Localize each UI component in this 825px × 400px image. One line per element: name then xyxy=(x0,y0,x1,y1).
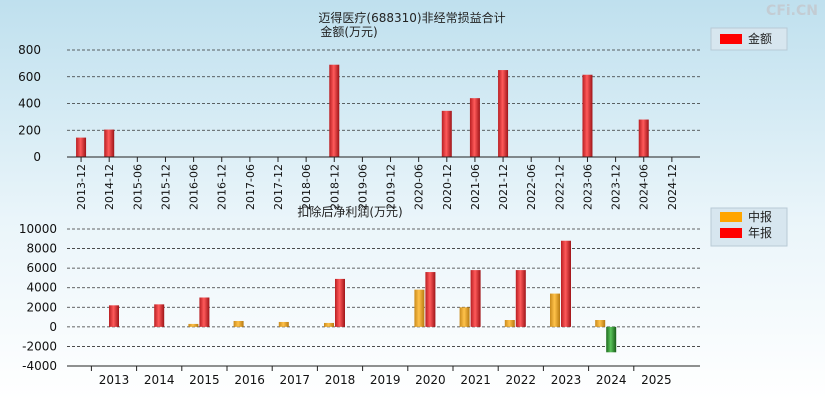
bar-amount xyxy=(76,137,87,157)
bar-amount xyxy=(638,119,649,157)
y-tick-label: 0 xyxy=(33,150,41,164)
y-tick-label: -2000 xyxy=(22,339,57,353)
x-tick-label: 2023 xyxy=(551,373,582,387)
y-tick-label: 0 xyxy=(49,320,57,334)
bar-annual xyxy=(154,304,165,327)
y-tick-label: 2000 xyxy=(26,300,57,314)
x-tick-label: 2021-06 xyxy=(469,164,482,210)
x-tick-label: 2013 xyxy=(99,373,130,387)
bar-amount xyxy=(329,64,340,157)
x-tick-label: 2018 xyxy=(325,373,356,387)
chart-top-grid xyxy=(67,49,700,131)
x-tick-label: 2020-12 xyxy=(441,164,454,210)
bar-annual xyxy=(109,305,119,327)
x-tick-label: 2016 xyxy=(234,373,265,387)
bar-annual xyxy=(515,270,526,327)
bar-amount xyxy=(582,74,593,157)
y-tick-label: 10000 xyxy=(19,222,57,236)
x-tick-label: 2018-06 xyxy=(300,164,313,210)
bar-interim xyxy=(550,293,560,327)
x-tick-label: 2016-12 xyxy=(216,164,229,210)
bar-amount xyxy=(469,98,480,157)
watermark: CFi.CN xyxy=(766,3,818,19)
y-tick-label: 200 xyxy=(18,123,41,137)
legend-swatch-annual xyxy=(720,228,742,238)
bar-interim xyxy=(595,320,606,327)
x-tick-label: 2014 xyxy=(144,373,175,387)
x-tick-label: 2024-06 xyxy=(638,164,651,210)
chart-bottom-title: 扣除后净利润(万元) xyxy=(297,204,402,219)
x-tick-label: 2017-06 xyxy=(244,164,257,210)
y-tick-label: 8000 xyxy=(26,242,57,256)
bar-annual xyxy=(425,272,436,327)
y-tick-label: -4000 xyxy=(22,359,57,373)
legend-swatch-interim xyxy=(720,212,742,222)
bar-amount xyxy=(441,110,452,157)
y-tick-label: 4000 xyxy=(26,281,57,295)
x-tick-label: 2021-12 xyxy=(497,164,510,210)
bar-interim xyxy=(504,320,515,327)
legend-label-interim: 中报 xyxy=(748,209,772,224)
bar-interim xyxy=(459,307,470,327)
chart-bottom-legend: 中报 年报 xyxy=(710,207,788,247)
bar-annual xyxy=(335,278,345,327)
x-tick-label: 2017 xyxy=(280,373,311,387)
legend-label-amount: 金额 xyxy=(748,31,772,46)
y-tick-label: 400 xyxy=(18,97,41,111)
bar-amount xyxy=(498,70,509,157)
bar-annual xyxy=(561,240,571,327)
bar-amount xyxy=(104,129,115,157)
chart-bottom-axes: -4000 -2000 0 2000 4000 6000 8000 10000 2013 2014… xyxy=(19,222,700,387)
x-tick-label: 2022 xyxy=(506,373,537,387)
bar-interim xyxy=(324,322,334,327)
y-tick-label: 600 xyxy=(18,70,41,84)
bar-interim xyxy=(414,289,425,327)
x-tick-label: 2024-12 xyxy=(666,164,679,210)
bar-interim xyxy=(278,321,289,327)
x-tick-label: 2015 xyxy=(189,373,220,387)
legend-box xyxy=(710,27,788,51)
x-tick-label: 2020-06 xyxy=(413,164,426,210)
x-tick-label: 2019-06 xyxy=(356,164,369,210)
bar-interim xyxy=(233,320,244,327)
x-tick-label: 2014-12 xyxy=(103,164,116,210)
x-tick-label: 2022-12 xyxy=(553,164,566,210)
chart-bottom: 扣除后净利润(万元) -4000 -2000 0 2000 4000 6000 8000 10… xyxy=(19,204,788,387)
x-tick-label: 2018-12 xyxy=(328,164,341,210)
x-tick-label: 2025 xyxy=(641,373,672,387)
x-tick-label: 2015-06 xyxy=(131,164,144,210)
chart-top-title: 迈得医疗(688310)非经常损益合计 xyxy=(318,10,505,25)
x-tick-label: 2017-12 xyxy=(272,164,285,210)
x-tick-label: 2024 xyxy=(596,373,627,387)
chart-top-subtitle: 金额(万元) xyxy=(320,24,377,39)
bar-interim xyxy=(188,323,199,327)
chart-bottom-bars xyxy=(109,240,617,353)
x-tick-label: 2015-12 xyxy=(159,164,172,210)
chart-bottom-grid xyxy=(67,228,700,347)
x-tick-label: 2022-06 xyxy=(525,164,538,210)
legend-label-annual: 年报 xyxy=(748,225,772,240)
x-tick-label: 2019-12 xyxy=(385,164,398,210)
chart-top-bars xyxy=(76,64,649,157)
x-tick-label: 2016-06 xyxy=(188,164,201,210)
x-tick-label: 2019 xyxy=(370,373,401,387)
x-tick-label: 2021 xyxy=(460,373,491,387)
chart-top-axes: 0 200 400 600 800 2013-12 2014-12 2015-06 2015-1… xyxy=(18,43,700,210)
bar-annual xyxy=(470,270,481,327)
chart-top: 迈得医疗(688310)非经常损益合计 金额(万元) 0 200 400 600 800… xyxy=(18,10,788,210)
bar-annual xyxy=(199,297,210,327)
x-tick-label: 2013-12 xyxy=(75,164,88,210)
y-tick-label: 6000 xyxy=(26,261,57,275)
legend-swatch-amount xyxy=(720,34,742,44)
x-tick-label: 2023-12 xyxy=(610,164,623,210)
y-tick-label: 800 xyxy=(18,43,41,57)
chart-top-legend: 金额 xyxy=(710,27,788,51)
bar-annual xyxy=(606,326,617,353)
x-tick-label: 2023-06 xyxy=(581,164,594,210)
x-tick-label: 2020 xyxy=(415,373,446,387)
